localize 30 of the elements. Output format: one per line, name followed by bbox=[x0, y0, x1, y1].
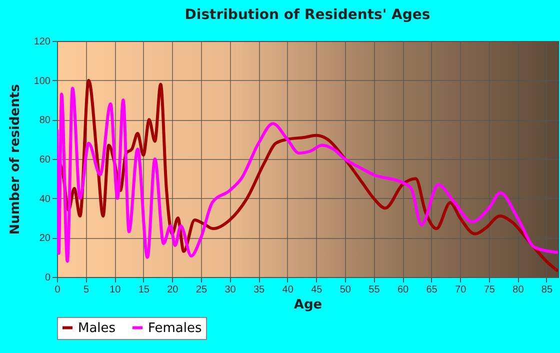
x-tick-label: 80 bbox=[512, 284, 524, 296]
x-axis-title: Age bbox=[294, 298, 322, 312]
x-tick-label: 5 bbox=[84, 284, 90, 296]
x-tick-label: 35 bbox=[253, 284, 266, 296]
legend-label: Females bbox=[148, 320, 202, 336]
y-tick-label: 60 bbox=[39, 154, 51, 166]
y-tick-label: 120 bbox=[34, 36, 51, 48]
x-tick-label: 45 bbox=[311, 284, 323, 296]
x-tick-label: 0 bbox=[54, 284, 61, 296]
chart-title: Distribution of Residents' Ages bbox=[184, 7, 430, 23]
x-tick-label: 50 bbox=[340, 284, 352, 296]
x-tick-label: 60 bbox=[397, 284, 410, 296]
x-tick-label: 20 bbox=[167, 284, 179, 296]
legend-label: Males bbox=[78, 320, 116, 336]
x-tick-label: 40 bbox=[282, 284, 294, 296]
x-tick-label: 15 bbox=[138, 284, 150, 296]
y-tick-label: 20 bbox=[39, 233, 51, 244]
y-tick-label: 80 bbox=[39, 115, 51, 126]
x-tick-label: 70 bbox=[455, 284, 467, 296]
x-tick-label: 75 bbox=[484, 284, 496, 296]
x-tick-label: 85 bbox=[541, 284, 553, 296]
x-tick-label: 25 bbox=[196, 284, 208, 296]
x-tick-label: 30 bbox=[224, 284, 236, 296]
y-tick-label: 40 bbox=[39, 194, 51, 205]
y-tick-label: 100 bbox=[34, 76, 51, 87]
x-tick-label: 65 bbox=[426, 284, 438, 296]
x-tick-label: 10 bbox=[110, 284, 122, 296]
y-axis-title: Number of residents bbox=[8, 84, 23, 235]
y-tick-label: 0 bbox=[44, 272, 51, 284]
x-tick-label: 55 bbox=[368, 284, 380, 296]
